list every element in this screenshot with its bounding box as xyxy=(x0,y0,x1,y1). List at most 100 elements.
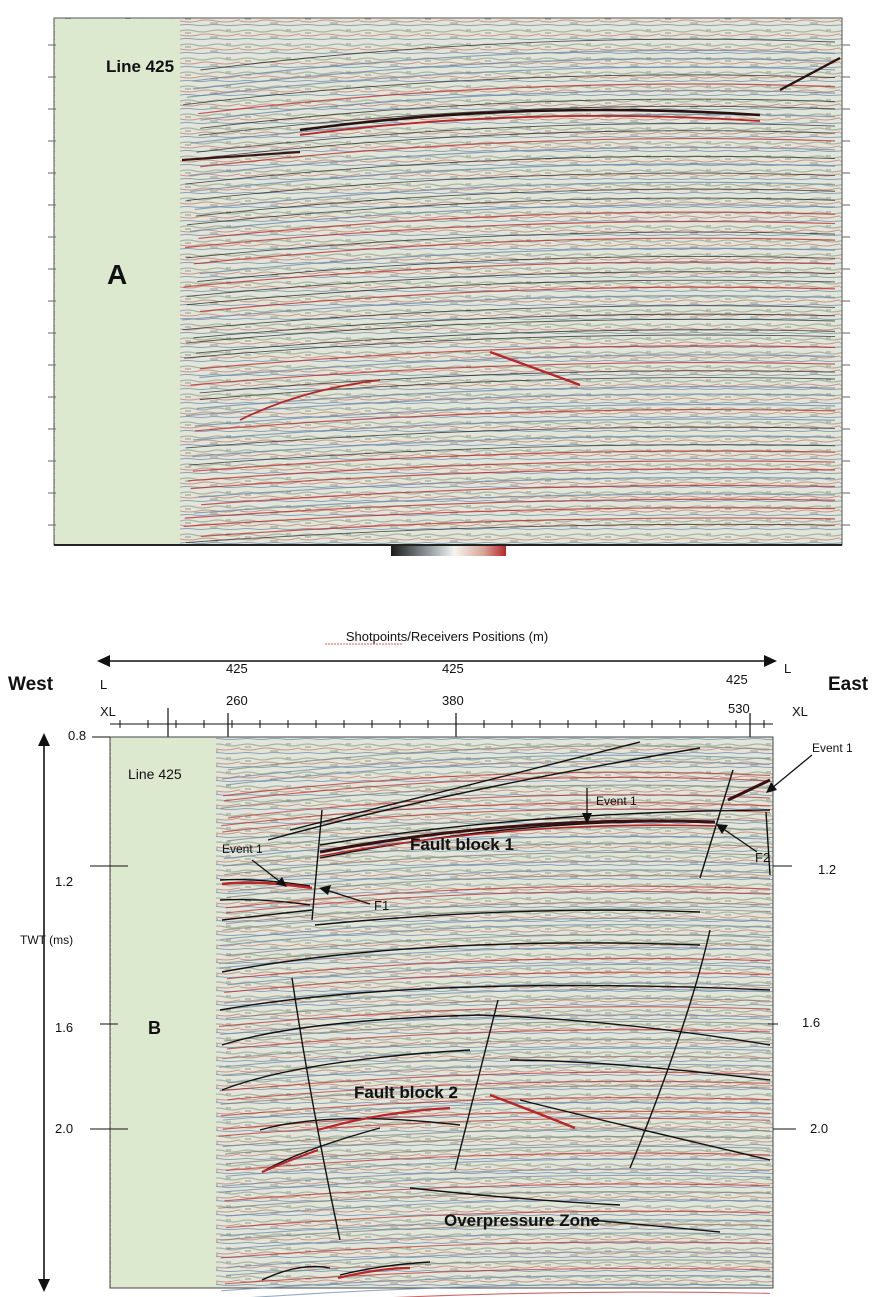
panel-a-reflector xyxy=(192,49,836,82)
panel-b-reflector xyxy=(219,924,771,947)
fault-line xyxy=(699,769,734,879)
panel-b-top-ticks xyxy=(110,708,773,740)
panel-a-reflector xyxy=(186,231,836,259)
panel-b-reflector xyxy=(227,1080,771,1101)
panel-a-reflector xyxy=(183,507,836,528)
fault-line xyxy=(311,809,323,921)
panel-a-reflector xyxy=(199,345,836,370)
panel-a-reflector xyxy=(183,74,836,106)
top-tick-crossline-2: 380 xyxy=(442,693,464,708)
panel-a-strong-horizon xyxy=(299,115,761,136)
panel-a-reflector xyxy=(189,444,836,466)
panel-a-reflector xyxy=(187,460,836,482)
event1-horizon xyxy=(319,824,716,857)
panel-a-strong-horizon xyxy=(489,350,581,387)
panel-b-reflector xyxy=(222,1110,771,1130)
panel-a-reflector xyxy=(193,130,836,160)
panel-b-reflector xyxy=(220,1014,771,1035)
panel-a-line-label: Line 425 xyxy=(106,57,174,76)
panel-b-mute-zone xyxy=(111,738,216,1287)
strong-reflector xyxy=(489,1093,576,1130)
panel-a-reflector xyxy=(184,334,836,359)
panel-b-reflector xyxy=(223,982,771,1004)
interpreted-horizon xyxy=(409,1187,621,1206)
panel-b-reflector xyxy=(225,901,771,925)
panel-a-reflector xyxy=(199,354,836,379)
panel-a-reflector xyxy=(190,468,836,490)
panel-a-strong-horizon xyxy=(181,150,301,162)
panel-b-reflector xyxy=(226,760,771,786)
fault-f2-arrowhead xyxy=(716,824,728,834)
direction-west: West xyxy=(8,674,54,695)
panel-b-axis-title: Shotpoints/Receivers Positions (m) xyxy=(346,629,548,644)
panel-b-reflector xyxy=(220,784,771,809)
twt-tick-0-8: 0.8 xyxy=(68,728,86,743)
panel-a-reflector xyxy=(193,313,836,339)
panel-b-reflector xyxy=(225,1210,771,1229)
panel-b-reflector xyxy=(220,917,771,941)
top-tick-line-3: 425 xyxy=(726,672,748,687)
panel-a-reflector xyxy=(186,523,836,543)
panel-a-reflector xyxy=(199,377,836,401)
panel-b-reflector xyxy=(225,1158,771,1177)
panel-a: Line 425 A xyxy=(48,17,850,556)
panel-b-reflector xyxy=(227,1063,771,1084)
panel-b-reflector xyxy=(219,1223,771,1241)
panel-a-reflector xyxy=(193,237,836,265)
panel-b-reflector xyxy=(226,1259,771,1277)
interpreted-horizon xyxy=(314,909,701,926)
panel-a-reflector xyxy=(189,204,836,232)
panel-a-reflector xyxy=(186,197,836,226)
panel-b-reflector xyxy=(222,908,771,931)
panel-b-reflector xyxy=(225,1199,771,1217)
annotation-event1-mid: Event 1 xyxy=(596,794,637,808)
panel-b-reflector xyxy=(219,1071,771,1092)
panel-a-reflector xyxy=(201,484,836,506)
fault-line xyxy=(291,977,341,1241)
panel-a-reflector xyxy=(186,66,836,98)
interpreted-horizon xyxy=(221,942,701,973)
interpreted-horizon xyxy=(219,984,771,1011)
panel-b-reflector xyxy=(225,885,771,909)
panel-b-reflector xyxy=(226,875,771,898)
panel-a-reflector xyxy=(198,476,836,498)
annotation-event1-left: Event 1 xyxy=(222,842,263,856)
panel-a-mute-zone xyxy=(55,19,180,544)
row-label-line-right: L xyxy=(784,661,791,676)
panel-a-reflector xyxy=(200,38,836,71)
panel-b-reflector xyxy=(218,1047,771,1068)
panel-b-letter: B xyxy=(148,1018,161,1038)
interpreted-horizon xyxy=(339,1261,431,1276)
panel-b-reflector xyxy=(220,1085,771,1105)
interpreted-horizon xyxy=(219,898,311,906)
twt-tick-right-1-2: 1.2 xyxy=(818,862,836,877)
panel-b-reflector xyxy=(224,1135,771,1155)
panel-a-reflector xyxy=(197,255,836,283)
panel-b-reflector xyxy=(222,1128,771,1148)
event1-mid-arrowhead xyxy=(582,813,592,824)
panel-a-strong-horizon xyxy=(239,379,381,421)
panel-a-reflector xyxy=(200,517,836,538)
panel-a-reflector xyxy=(198,211,836,240)
panel-b-reflector xyxy=(226,826,771,851)
panel-b-reflector xyxy=(220,1097,771,1117)
panel-a-reflector xyxy=(194,408,836,432)
interpreted-horizon xyxy=(589,1219,721,1233)
panel-a-reflector xyxy=(199,286,836,313)
top-tick-line-1: 425 xyxy=(226,661,248,676)
panel-a-reflectors xyxy=(181,38,841,543)
panel-b-reflector xyxy=(226,1232,771,1250)
panel-a-reflector xyxy=(200,137,836,168)
direction-east: East xyxy=(828,674,869,695)
panel-a-reflector xyxy=(183,261,836,288)
panel-a-reflector xyxy=(188,146,836,177)
event1-horizon xyxy=(221,881,313,890)
panel-b-line-label: Line 425 xyxy=(128,766,182,782)
panel-a-reflector xyxy=(192,435,836,458)
panel-b-reflector xyxy=(226,1251,771,1269)
twt-arrow xyxy=(38,733,50,1292)
panel-b-reflector xyxy=(393,1291,771,1297)
interpreted-horizon xyxy=(221,1049,471,1091)
annotation-overpressure-zone: Overpressure Zone xyxy=(444,1211,600,1230)
event1-horizon xyxy=(727,778,771,802)
